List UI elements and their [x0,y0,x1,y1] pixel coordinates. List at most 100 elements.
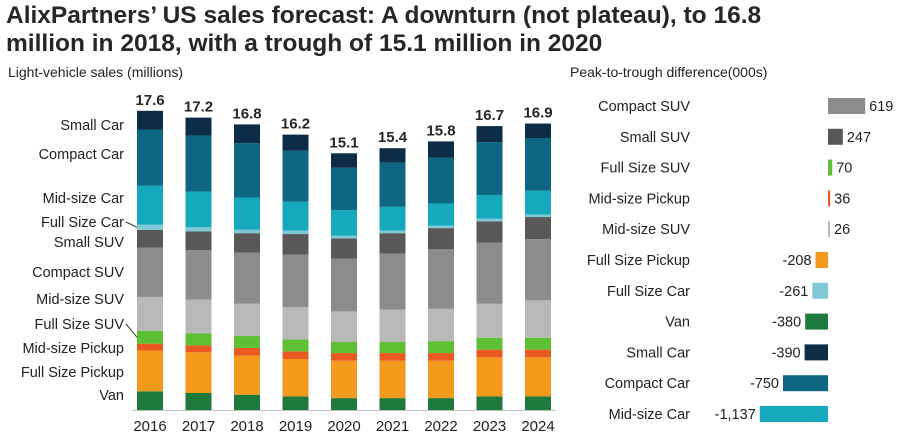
bar-segment-compact-suv-2021 [379,253,406,310]
chart-title-line-1: AlixPartners’ US sales forecast: A downt… [6,2,762,29]
bar-segment-compact-car-2022 [428,157,454,204]
bar-segment-compact-suv-2018 [234,252,260,304]
bar-segment-compact-suv-2017 [185,250,212,300]
bar-segment-mid-size-suv-2019 [282,307,309,340]
diff-value-label-small-suv: 247 [847,130,871,146]
diff-value-label-mid-size-car: -1,137 [715,407,756,423]
bar-segment-van-2019 [282,396,309,410]
bar-segment-full-size-pickup-2021 [379,360,406,399]
bar-segment-small-suv-2021 [379,233,406,254]
bar-segment-full-size-suv-2024 [525,337,551,350]
bar-segment-mid-size-pickup-2022 [428,353,454,361]
bar-segment-full-size-car-2016 [137,224,163,230]
diff-category-label-full-size-pickup: Full Size Pickup [587,253,690,269]
bar-segment-compact-car-2021 [379,162,406,207]
diff-value-label-mid-size-suv: 26 [834,222,850,238]
diff-value-label-van: -380 [772,315,801,331]
bar-segment-full-size-pickup-2022 [428,360,454,399]
legend-label-compact-car: Compact Car [39,147,125,163]
bar-segment-mid-size-car-2020 [331,210,357,236]
bar-segment-small-suv-2019 [282,234,309,255]
bar-segment-van-2020 [331,398,357,410]
bar-segment-compact-car-2018 [234,143,260,198]
diff-category-label-small-car: Small Car [626,345,690,361]
legend-label-mid-size-suv: Mid-size SUV [36,292,124,308]
bar-segment-small-car-2021 [379,148,406,163]
x-tick-label-2021: 2021 [376,418,409,435]
legend-label-small-car: Small Car [60,118,124,134]
difference-bar-chart: Compact SUV 619 Small SUV 247 Full Size SUV 7… [587,98,893,423]
x-tick-label-2022: 2022 [424,418,457,435]
bar-segment-small-car-2024 [525,123,551,138]
bar-segment-mid-size-car-2016 [137,185,163,225]
bar-segment-small-suv-2024 [525,217,551,240]
bar-segment-compact-car-2019 [282,150,309,202]
legend-label-mid-size-pickup: Mid-size Pickup [22,341,124,357]
diff-bar-compact-car [783,375,828,392]
bar-segment-mid-size-pickup-2016 [137,343,163,351]
diff-category-label-small-suv: Small SUV [620,130,690,146]
bar-segment-mid-size-car-2024 [525,190,551,215]
bar-segment-small-car-2020 [331,153,357,168]
bar-segment-full-size-suv-2023 [476,337,503,350]
diff-category-label-mid-size-suv: Mid-size SUV [602,222,690,238]
total-label-2023: 16.7 [475,107,504,124]
bar-segment-mid-size-suv-2024 [525,300,551,338]
bar-segment-van-2021 [379,398,406,410]
bar-segment-small-suv-2020 [331,238,357,259]
bar-segment-mid-size-pickup-2023 [476,349,503,358]
legend-label-small-suv: Small SUV [54,235,124,251]
diff-value-label-small-car: -390 [772,345,801,361]
diff-category-label-van: Van [665,315,690,331]
bar-segment-compact-car-2017 [185,135,212,192]
x-tick-label-2024: 2024 [521,418,554,435]
bar-segment-mid-size-suv-2017 [185,299,212,334]
diff-category-label-compact-car: Compact Car [605,376,691,392]
legend-label-van: Van [99,388,124,404]
bar-segment-full-size-car-2020 [331,235,357,239]
bar-segment-van-2018 [234,394,260,410]
bar-segment-small-suv-2023 [476,221,503,243]
diff-value-label-full-size-pickup: -208 [782,253,811,269]
bar-segment-mid-size-pickup-2024 [525,349,551,358]
stacked-chart-subtitle: Light-vehicle sales (millions) [8,64,184,80]
bar-segment-mid-size-suv-2018 [234,303,260,337]
bar-segment-van-2022 [428,398,454,410]
diff-bar-mid-size-pickup [828,190,831,207]
legend-label-full-size-suv: Full Size SUV [35,317,125,333]
bar-segment-full-size-car-2023 [476,218,503,222]
x-tick-label-2018: 2018 [230,418,263,435]
difference-chart-subtitle: Peak-to-trough difference(000s) [570,64,768,80]
diff-value-label-full-size-car: -261 [779,284,808,300]
bar-segment-van-2017 [185,393,212,410]
stacked-bar-chart: 17.6 2016 17.2 2017 16.8 2018 16.2 2019 15.1 2020… [21,92,556,435]
bar-segment-full-size-suv-2018 [234,336,260,348]
bar-segment-full-size-pickup-2018 [234,355,260,395]
bar-segment-small-car-2019 [282,134,309,151]
total-label-2017: 17.2 [184,99,213,116]
bar-segment-small-car-2016 [137,110,163,130]
legend-label-full-size-car: Full Size Car [41,215,124,231]
bar-segment-mid-size-car-2022 [428,203,454,226]
bar-segment-mid-size-suv-2020 [331,311,357,342]
bar-segment-compact-car-2016 [137,129,163,186]
bar-segment-compact-car-2023 [476,142,503,195]
total-label-2021: 15.4 [378,129,408,146]
diff-value-label-compact-car: -750 [750,376,779,392]
diff-bar-mid-size-suv [828,221,830,238]
bar-segment-compact-car-2020 [331,167,357,211]
diff-bar-compact-suv [828,98,866,114]
diff-bar-small-car [804,344,828,361]
bar-segment-compact-suv-2016 [137,247,163,297]
bar-segment-van-2016 [137,391,163,410]
bar-segment-small-suv-2016 [137,229,163,248]
diff-category-label-full-size-car: Full Size Car [607,284,690,300]
bar-segment-mid-size-pickup-2020 [331,353,357,361]
bar-segment-full-size-pickup-2016 [137,350,163,392]
bar-segment-full-size-suv-2020 [331,342,357,354]
bar-segment-mid-size-pickup-2021 [379,353,406,361]
bar-segment-mid-size-car-2017 [185,191,212,228]
diff-value-label-compact-suv: 619 [869,99,893,115]
total-label-2016: 17.6 [135,92,164,109]
bar-segment-full-size-pickup-2019 [282,359,309,397]
